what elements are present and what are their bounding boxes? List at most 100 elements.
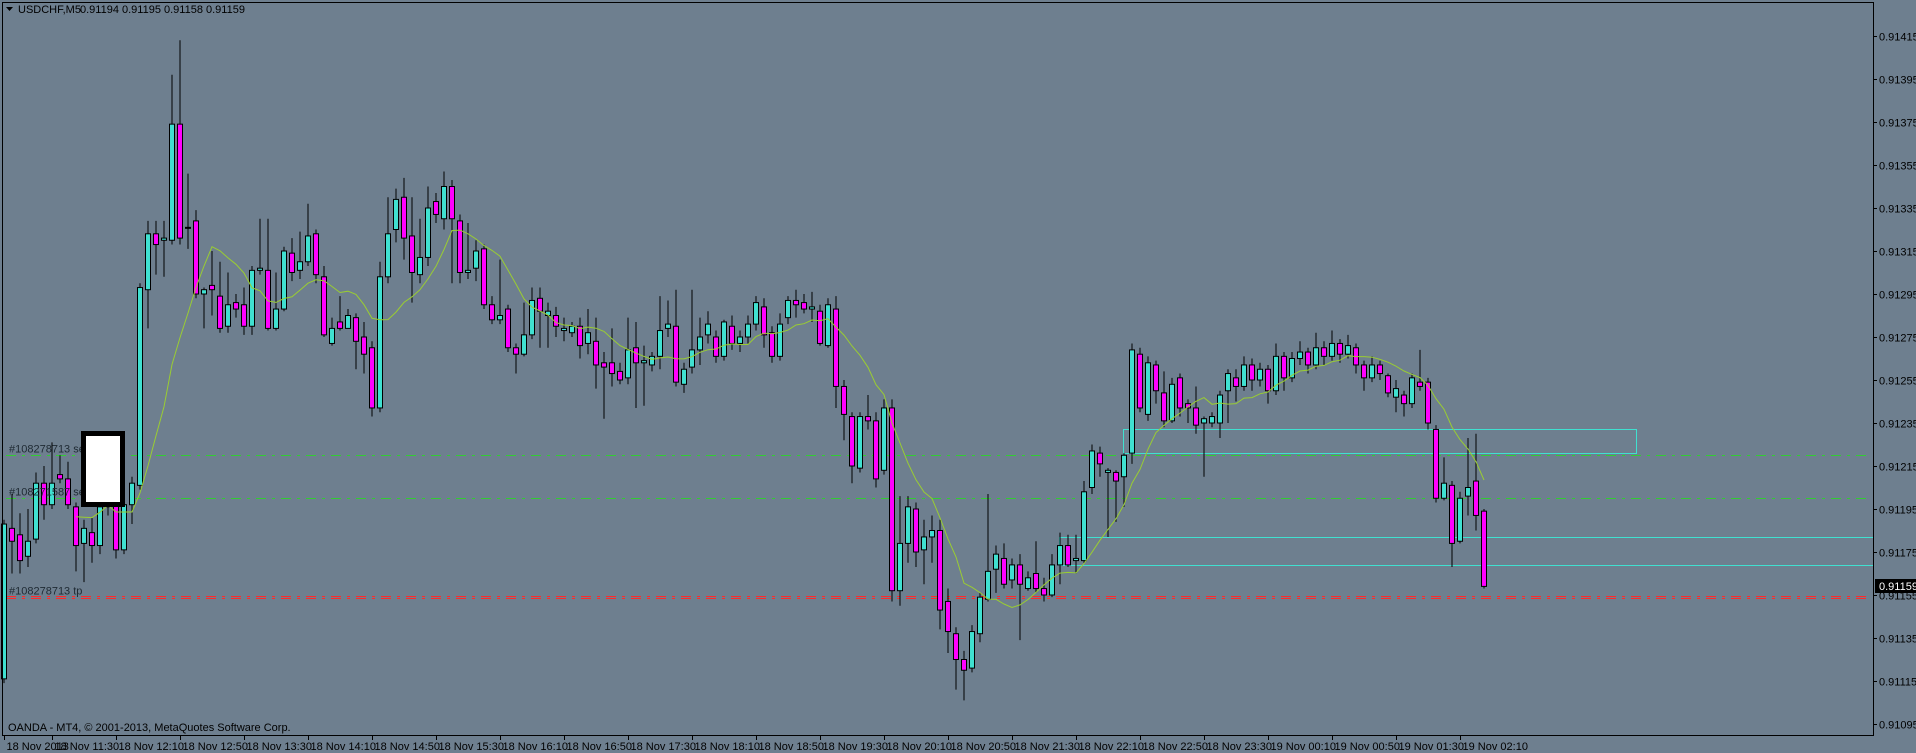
bear-candle-body <box>801 302 807 310</box>
bull-candle-body <box>497 315 503 321</box>
bear-candle-body <box>817 310 823 344</box>
candle <box>233 294 239 318</box>
price-tick-label: 0.91275 <box>1879 333 1916 345</box>
candle <box>169 74 175 245</box>
bear-candle-body <box>513 347 519 355</box>
bear-candle-body <box>793 299 799 306</box>
candle <box>1081 481 1087 563</box>
collapse-triangle-icon[interactable] <box>6 7 13 11</box>
bull-candle-body <box>137 287 143 486</box>
bear-candle-body <box>313 233 319 276</box>
bear-candle-body <box>233 302 239 310</box>
time-tick-label: 19 Nov 02:10 <box>1463 741 1528 753</box>
bear-candle-body <box>1177 377 1183 409</box>
bear-candle-body <box>457 220 463 273</box>
candle <box>17 513 23 574</box>
candle <box>257 218 263 275</box>
candle <box>1449 481 1455 568</box>
candle <box>1001 543 1007 589</box>
bear-candle-body <box>153 233 159 246</box>
candle <box>89 517 95 563</box>
candle <box>249 266 255 335</box>
bear-candle-body <box>89 532 95 547</box>
price-tick-label: 0.91215 <box>1879 462 1916 474</box>
trade-line-label: #108278713 tp <box>9 586 82 598</box>
candle <box>697 317 703 365</box>
candle <box>457 214 463 284</box>
bear-candle-body <box>913 508 919 553</box>
bear-candle-body <box>1017 564 1023 585</box>
bull-candle-body <box>33 482 39 540</box>
candle <box>65 461 71 509</box>
candle <box>1385 373 1391 398</box>
bull-candle-body <box>465 269 471 274</box>
candle <box>1177 373 1183 417</box>
candle <box>313 229 319 284</box>
bull-candle-body <box>569 325 575 334</box>
bear-candle-body <box>1425 381 1431 424</box>
time-tick-label: 18 Nov 20:10 <box>887 741 952 753</box>
bull-candle-body <box>857 416 863 469</box>
bull-candle-body <box>1217 394 1223 424</box>
bear-candle-body <box>409 235 415 273</box>
price-tick-label: 0.91295 <box>1879 290 1916 302</box>
bear-candle-body <box>353 317 359 342</box>
bull-candle-body <box>393 198 399 230</box>
bear-candle-body <box>633 347 639 364</box>
candle <box>497 259 503 325</box>
bull-candle-body <box>1129 349 1135 454</box>
zone-rectangle[interactable] <box>1123 429 1637 454</box>
bear-candle-body <box>1361 364 1367 379</box>
price-axis[interactable]: 0.91415 0.91395 0.91375 0.91355 0.91335 0.913… <box>1873 32 1916 732</box>
candle <box>241 287 247 335</box>
bear-candle-body <box>1249 364 1255 381</box>
candle <box>1273 343 1279 396</box>
bear-candle-body <box>1377 364 1383 375</box>
bear-candle-body <box>1113 471 1119 482</box>
bull-candle-body <box>905 506 911 544</box>
candle <box>873 412 879 488</box>
bull-candle-body <box>665 323 671 329</box>
candle <box>177 40 183 245</box>
price-tick-label: 0.91315 <box>1879 247 1916 259</box>
candle <box>1249 358 1255 391</box>
bear-candle-body <box>1321 347 1327 357</box>
candle <box>1209 412 1215 428</box>
candle <box>993 545 999 593</box>
bear-candle-body <box>489 304 495 321</box>
candle <box>809 291 815 322</box>
bull-candle-body <box>585 332 591 344</box>
candle <box>425 186 431 267</box>
bear-candle-body <box>1473 480 1479 516</box>
bull-candle-body <box>297 261 303 271</box>
bear-candle-body <box>1265 368 1271 392</box>
candle <box>961 650 967 701</box>
candle <box>889 399 895 602</box>
bull-candle-body <box>1 523 7 680</box>
bear-candle-body <box>617 370 623 381</box>
bull-candle-body <box>1169 383 1175 422</box>
candle <box>1025 571 1031 591</box>
candle <box>953 627 959 690</box>
bull-candle-body <box>121 504 127 551</box>
bull-candle-body <box>1025 577 1031 590</box>
candle <box>1393 380 1399 413</box>
price-tick-label: 0.91135 <box>1879 634 1916 646</box>
candle <box>857 412 863 473</box>
candle <box>969 625 975 673</box>
bull-candle-body <box>161 237 167 241</box>
bull-candle-body <box>305 235 311 263</box>
candle <box>705 311 711 344</box>
candle <box>897 496 903 606</box>
bear-candle-body <box>1153 364 1159 392</box>
bear-candle-body <box>873 420 879 480</box>
bull-candle-body <box>977 596 983 635</box>
bear-candle-body <box>1401 394 1407 405</box>
bull-candle-body <box>745 323 751 338</box>
candle <box>1425 377 1431 430</box>
candle <box>1113 470 1119 522</box>
bear-candle-body <box>449 186 455 220</box>
